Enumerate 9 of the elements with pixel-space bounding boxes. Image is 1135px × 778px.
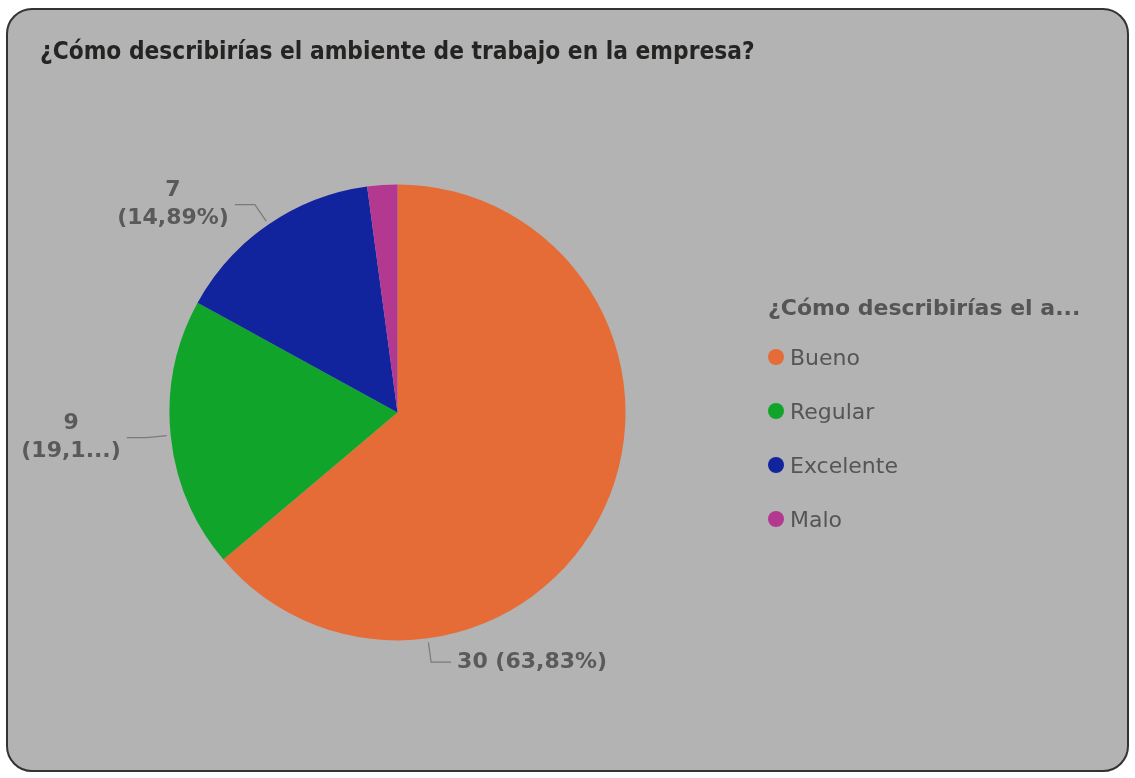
legend-title: ¿Cómo describirías el a... <box>768 295 1081 320</box>
data-label: 9 (19,1...) <box>21 409 121 463</box>
data-label: 7 (14,89%) <box>117 176 229 230</box>
legend-label: Excelente <box>789 451 899 480</box>
legend-label: Malo <box>789 505 844 534</box>
chart-title: ¿Cómo describirías el ambiente de trabajo en la empresa? <box>40 36 755 64</box>
legend-label: Regular <box>789 397 876 426</box>
legend-label: Bueno <box>789 343 861 372</box>
data-label: 30 (63,83%) <box>457 647 608 673</box>
